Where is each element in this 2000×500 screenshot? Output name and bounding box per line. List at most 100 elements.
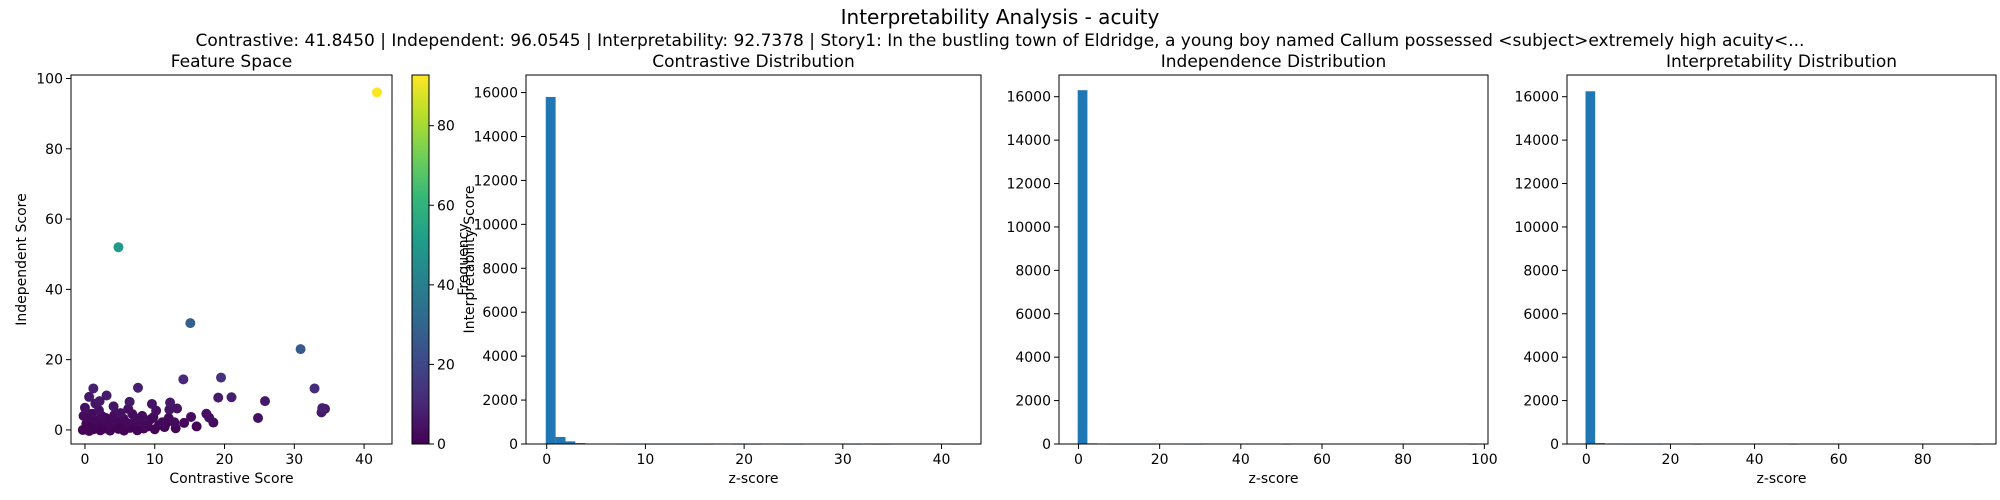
subplot-4: Interpretability Distribution 0 20 40 60 80 0 2… xyxy=(1514,52,1997,487)
axes-frame xyxy=(1566,74,1997,445)
histogram-bar xyxy=(565,441,576,444)
scatter-point xyxy=(179,417,190,428)
scatter-point xyxy=(226,392,237,403)
x-tick-label: 20 xyxy=(1151,452,1169,468)
scatter-point xyxy=(108,401,119,412)
y-tick-label: 14000 xyxy=(1514,133,1559,149)
scatter-point xyxy=(113,242,124,253)
subplot-title: Feature Space xyxy=(171,52,292,72)
y-tick-label: 4000 xyxy=(482,349,518,365)
y-tick-label: 16000 xyxy=(1514,90,1559,106)
scatter-point xyxy=(137,410,148,421)
scatter-point xyxy=(169,417,180,428)
scatter-point xyxy=(124,396,135,407)
y-tick-label: 2000 xyxy=(1523,394,1559,410)
scatter-point xyxy=(79,402,90,413)
y-tick-label: 2000 xyxy=(1015,394,1051,410)
y-axis-label: Independent Score xyxy=(14,193,30,325)
figure-title: Interpretability Analysis - acuity xyxy=(841,5,1160,29)
x-tick-label: 0 xyxy=(1582,452,1591,468)
y-tick-label: 14000 xyxy=(1006,133,1051,149)
axes-frame xyxy=(525,74,982,445)
scatter-point xyxy=(260,396,270,407)
subplot-1: Feature Space 0 10 20 30 40 0 20 40 60 80 100 Contra… xyxy=(14,52,478,487)
y-tick-label: 0 xyxy=(1042,437,1051,453)
scatter-point xyxy=(216,372,227,383)
scatter-point xyxy=(84,391,95,402)
scatter-point xyxy=(132,382,143,393)
x-tick-label: 40 xyxy=(355,452,373,468)
colorbar-label: Interpretability Score xyxy=(462,186,478,334)
scatter-point xyxy=(101,390,112,401)
y-tick-label: 80 xyxy=(45,142,63,158)
y-tick-label: 10000 xyxy=(1514,220,1559,236)
scatter-point xyxy=(309,383,320,394)
subplot-3: Independence Distribution 0 20 40 60 80 100 0 20… xyxy=(1006,52,1497,487)
colorbar: 0 20 40 60 80 Interpretability Score xyxy=(411,74,478,453)
axes-frame xyxy=(70,74,393,445)
y-tick-label: 16000 xyxy=(473,86,518,102)
x-tick-label: 60 xyxy=(1313,452,1331,468)
y-tick-label: 8000 xyxy=(1015,263,1051,279)
histogram-bar xyxy=(545,96,556,445)
y-tick-label: 100 xyxy=(36,72,63,88)
y-axis-label: Frequency xyxy=(456,223,472,295)
x-tick-label: 80 xyxy=(1394,452,1412,468)
colorbar-tick-label: 40 xyxy=(437,278,455,294)
colorbar-tick-label: 80 xyxy=(437,119,455,135)
subplot-title: Independence Distribution xyxy=(1161,52,1386,72)
y-tick-label: 20 xyxy=(45,353,63,369)
colorbar-tick-label: 60 xyxy=(437,198,455,214)
y-tick-label: 2000 xyxy=(482,393,518,409)
plots-area: Feature Space 0 10 20 30 40 0 20 40 60 80 100 Contra… xyxy=(14,52,1997,487)
x-axis-label: z-score xyxy=(1756,471,1806,487)
y-tick-label: 10000 xyxy=(473,217,518,233)
y-tick-label: 4000 xyxy=(1523,350,1559,366)
x-tick-label: 0 xyxy=(1074,452,1083,468)
scatter-point xyxy=(115,408,126,419)
scatter-point xyxy=(191,421,202,432)
y-tick-label: 60 xyxy=(45,212,63,228)
scatter-point xyxy=(295,344,306,355)
scatter-point xyxy=(186,411,197,422)
histogram-bar xyxy=(1585,91,1596,444)
y-tick-label: 4000 xyxy=(1015,350,1051,366)
y-tick-label: 6000 xyxy=(482,305,518,321)
figure-subtitle: Contrastive: 41.8450 | Independent: 96.0… xyxy=(196,31,1805,51)
x-tick-label: 100 xyxy=(1471,452,1498,468)
x-tick-label: 40 xyxy=(1746,452,1764,468)
subplot-2: Contrastive Distribution 0 10 20 30 40 0 2000 40… xyxy=(456,52,982,487)
histogram-bar xyxy=(555,436,566,444)
y-tick-label: 6000 xyxy=(1523,307,1559,323)
y-tick-label: 0 xyxy=(509,437,518,453)
x-tick-label: 40 xyxy=(933,452,951,468)
y-tick-label: 12000 xyxy=(473,173,518,189)
scatter-point xyxy=(185,318,196,329)
x-tick-label: 30 xyxy=(285,452,303,468)
subplot-title: Contrastive Distribution xyxy=(652,52,854,72)
y-tick-label: 0 xyxy=(1550,437,1559,453)
scatter-point xyxy=(253,412,264,423)
scatter-point xyxy=(371,87,382,98)
scatter-point xyxy=(146,398,157,409)
x-axis-label: z-score xyxy=(1248,471,1298,487)
x-tick-label: 80 xyxy=(1914,452,1932,468)
x-tick-label: 0 xyxy=(80,452,89,468)
scatter-point xyxy=(317,403,328,414)
y-tick-label: 10000 xyxy=(1006,220,1051,236)
x-tick-label: 20 xyxy=(1662,452,1680,468)
scatter-point xyxy=(178,374,189,385)
colorbar-gradient xyxy=(411,74,430,445)
scatter-point xyxy=(165,397,176,408)
y-tick-label: 40 xyxy=(45,282,63,298)
scatter-point xyxy=(201,408,212,419)
x-tick-label: 10 xyxy=(146,452,164,468)
histogram-bar xyxy=(1077,90,1088,444)
colorbar-tick-label: 0 xyxy=(437,437,446,453)
y-tick-label: 14000 xyxy=(473,130,518,146)
subplot-title: Interpretability Distribution xyxy=(1666,52,1897,72)
scatter-point xyxy=(78,410,89,421)
y-tick-label: 16000 xyxy=(1006,90,1051,106)
x-tick-label: 30 xyxy=(834,452,852,468)
y-tick-label: 6000 xyxy=(1015,307,1051,323)
